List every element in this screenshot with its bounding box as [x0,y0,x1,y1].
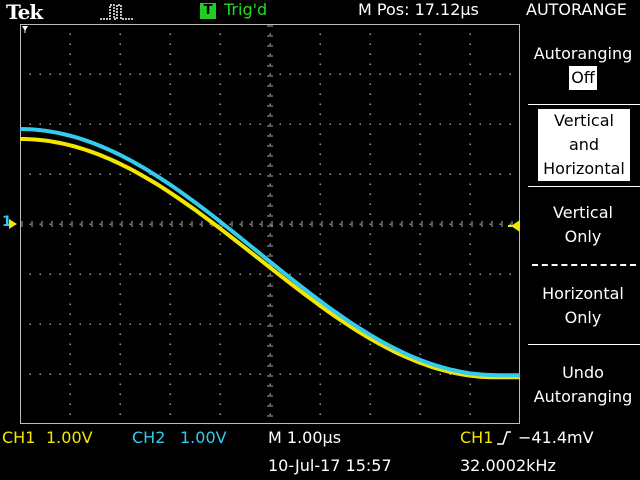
menu-title: AUTORANGE [526,0,627,19]
button-line: Autoranging [533,387,633,406]
button-line: Undo [562,363,604,382]
autoranging-label: Autoranging [533,44,633,63]
ch1-label: CH1 [2,428,36,447]
undo-autoranging-button[interactable]: Undo Autoranging [528,361,638,409]
menu-separator [528,186,640,187]
button-line: Only [564,308,602,327]
ch2-label: CH2 [132,428,166,447]
frequency-readout: 32.0002kHz [460,456,556,475]
trigger-source: CH1 [460,428,494,447]
ch1-trace [20,137,520,380]
ch1-scale: 1.00V [46,428,93,447]
horizontal-position-readout: M Pos: 17.12µs [358,0,479,19]
menu-separator [532,264,636,266]
horizontal-only-button[interactable]: Horizontal Only [528,282,638,330]
button-line: and [568,135,600,154]
menu-separator [528,104,640,105]
vertical-and-horizontal-button[interactable]: Vertical and Horizontal [537,108,631,182]
acquisition-waveform-icon [100,4,134,20]
date-time: 10-Jul-17 15:57 [268,456,392,475]
vertical-only-button[interactable]: Vertical Only [528,201,638,249]
autoranging-value: Off [569,66,597,90]
button-line: Vertical [553,203,613,222]
scope-display [20,24,520,424]
ch1-ground-marker-icon [9,219,17,229]
trigger-level-arrow-icon [508,220,520,232]
autoranging-toggle[interactable]: Autoranging Off [528,42,638,90]
button-line: Vertical [554,111,614,130]
trigger-status: Trig'd [224,0,268,19]
button-line: Horizontal [543,159,625,178]
channel-marker: 1 [2,214,12,230]
timebase-readout: M 1.00µs [268,428,342,447]
button-line: Only [564,227,602,246]
button-line: Horizontal [542,284,624,303]
ch2-scale: 1.00V [180,428,227,447]
brand-logo: Tek [6,0,43,24]
trigger-level-readout: −41.4mV [518,428,594,447]
trigger-position-icon [22,26,28,33]
trigger-badge: T [200,3,216,19]
graticule [20,24,520,424]
ch2-trace [20,127,520,378]
rising-edge-icon [497,431,511,445]
menu-separator [528,344,640,345]
